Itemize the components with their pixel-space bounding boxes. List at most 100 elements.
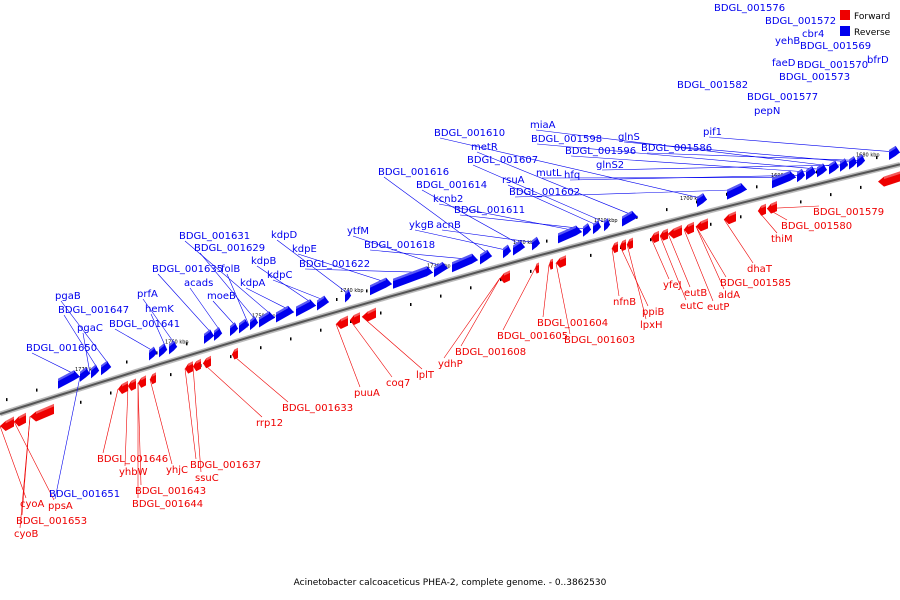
reverse-gene-label: BDGL_001570 <box>797 60 868 71</box>
reverse-gene-label: prfA <box>137 289 158 300</box>
forward-gene-label: eutB <box>684 288 707 299</box>
reverse-gene-shape <box>797 168 805 183</box>
forward-gene-label: ppiB <box>642 307 664 318</box>
reverse-gene <box>370 277 392 296</box>
reverse-gene-shape <box>532 236 540 251</box>
reverse-gene-label: cbr4 <box>802 29 824 40</box>
forward-leader-line <box>231 354 289 403</box>
reverse-gene-shape <box>80 367 90 382</box>
reverse-gene-label: BDGL_001611 <box>454 205 525 216</box>
forward-gene-shape <box>767 201 777 214</box>
forward-gene-label: ppsA <box>48 501 73 512</box>
strand-marker <box>336 298 338 301</box>
reverse-gene-highlight <box>370 277 386 288</box>
strand-marker <box>366 289 368 293</box>
forward-gene-label: dhaT <box>747 264 773 275</box>
forward-gene-labels: cyoA ppsA BDGL_001653 cyoB BDGL_001646 yhbW BD… <box>14 207 884 540</box>
reverse-gene-shape <box>58 370 80 389</box>
forward-gene-highlight <box>354 312 360 318</box>
forward-gene-label: BDGL_001580 <box>781 221 852 232</box>
reverse-gene <box>604 218 610 232</box>
forward-leader-line <box>626 244 647 320</box>
forward-gene-label: yfeJ <box>663 280 682 291</box>
reverse-gene-shape <box>849 156 857 170</box>
forward-leader-line <box>555 262 571 335</box>
reverse-gene-shape <box>259 311 275 328</box>
forward-gene <box>556 255 566 268</box>
forward-gene-shape <box>651 230 659 243</box>
reverse-gene <box>317 295 329 311</box>
forward-gene-shape <box>724 211 736 225</box>
forward-gene-highlight <box>234 347 238 352</box>
reverse-gene <box>772 170 796 189</box>
strand-marker <box>530 269 532 273</box>
reverse-gene-shape <box>583 223 591 237</box>
forward-gene <box>0 416 14 431</box>
reverse-gene-highlight <box>857 154 862 161</box>
reverse-gene-label: BDGL_001573 <box>779 72 850 83</box>
reverse-gene-label: pgaB <box>55 291 81 302</box>
forward-gene-highlight <box>688 221 694 227</box>
forward-gene <box>14 412 26 427</box>
reverse-leader-line <box>369 249 479 261</box>
forward-gene-highlight <box>340 315 348 322</box>
reverse-leader-line <box>157 273 215 337</box>
reverse-gene-highlight <box>345 289 349 295</box>
legend-forward-swatch <box>840 10 850 20</box>
reverse-gene-label: BDGL_001602 <box>509 187 580 198</box>
forward-leader-line <box>184 368 197 460</box>
forward-leader-line <box>659 235 687 301</box>
forward-gene-highlight <box>122 380 128 387</box>
strand-marker <box>470 286 472 290</box>
reverse-leader-line <box>514 189 748 198</box>
forward-gene <box>758 203 766 216</box>
reverse-leader-line <box>189 287 223 334</box>
strand-marker <box>800 200 802 204</box>
reverse-gene-label: bfrD <box>867 55 889 66</box>
forward-gene-shape <box>549 258 553 270</box>
reverse-gene-highlight <box>101 360 107 368</box>
reverse-gene <box>259 311 275 328</box>
reverse-gene-highlight <box>230 322 235 329</box>
reverse-gene-label: BDGL_001616 <box>378 167 449 178</box>
reverse-gene-labels: BDGL_001650 pgaC BDGL_001647 pgaB BDGL_00164… <box>26 3 889 500</box>
forward-gene <box>193 358 201 372</box>
reverse-gene-highlight <box>434 261 443 270</box>
forward-gene <box>627 237 633 250</box>
reverse-gene-label: pif1 <box>703 127 722 138</box>
reverse-gene-highlight <box>296 299 310 310</box>
forward-gene <box>684 221 694 235</box>
reverse-leader-line <box>535 129 840 168</box>
forward-leader-line <box>502 268 536 331</box>
forward-gene <box>696 218 708 232</box>
strand-marker <box>230 355 232 359</box>
legend-forward-label: Forward <box>854 12 890 22</box>
forward-leader-line <box>335 323 361 388</box>
reverse-leader-line <box>472 164 611 225</box>
forward-gene-label: BDGL_001608 <box>455 347 526 358</box>
reverse-gene-highlight <box>204 329 210 337</box>
reverse-gene <box>58 370 80 389</box>
forward-gene-highlight <box>700 218 708 224</box>
reverse-gene-label: hfq <box>564 170 580 181</box>
reverse-gene <box>345 289 351 303</box>
reverse-gene <box>80 367 90 382</box>
strand-marker <box>546 239 548 243</box>
forward-gene-shape <box>30 403 54 422</box>
reverse-gene <box>817 163 827 178</box>
strand-marker <box>440 294 442 298</box>
forward-leader-line <box>102 388 119 454</box>
reverse-gene-shape <box>503 244 511 259</box>
forward-leader-line <box>149 379 173 465</box>
reverse-gene-label: BDGL_001614 <box>416 180 487 191</box>
forward-gene-label: lplT <box>416 370 435 381</box>
forward-gene-label: ssuC <box>195 473 219 484</box>
forward-gene-highlight <box>188 361 193 367</box>
forward-gene-highlight <box>654 230 659 236</box>
reverse-gene-highlight <box>80 367 86 375</box>
reverse-gene <box>727 183 747 200</box>
forward-gene-shape <box>660 228 668 241</box>
reverse-gene-highlight <box>727 183 741 193</box>
reverse-gene <box>393 266 433 289</box>
forward-leader-line <box>124 385 129 467</box>
